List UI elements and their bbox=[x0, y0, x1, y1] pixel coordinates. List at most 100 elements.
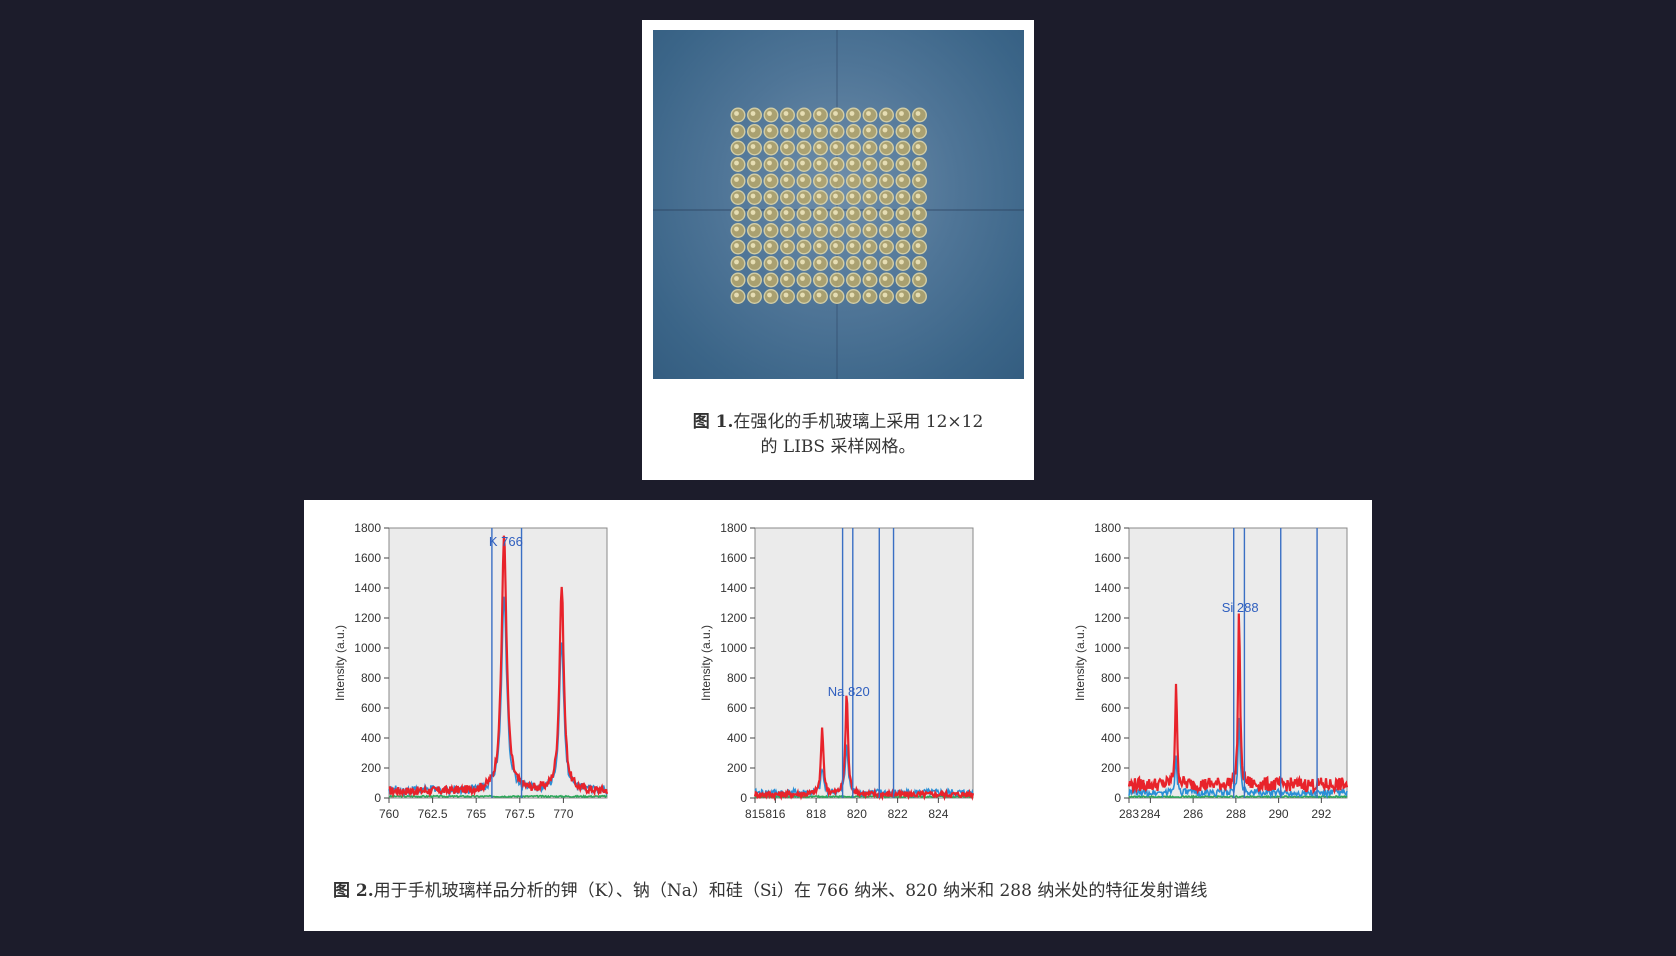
x-tick-label: 760 bbox=[379, 807, 399, 821]
series-line-red bbox=[753, 695, 975, 802]
sampling-spot-highlight bbox=[816, 226, 822, 232]
y-tick-label: 400 bbox=[727, 731, 747, 745]
sampling-spot-highlight bbox=[882, 144, 888, 149]
sampling-spot-highlight bbox=[750, 259, 756, 265]
y-tick-label: 1800 bbox=[354, 521, 381, 535]
y-tick-label: 1400 bbox=[354, 581, 381, 595]
sampling-spot-highlight bbox=[833, 177, 838, 182]
sampling-spot-highlight bbox=[866, 144, 871, 149]
y-tick-label: 1000 bbox=[1094, 641, 1121, 655]
sampling-spot-highlight bbox=[734, 127, 739, 133]
x-tick-label: 815 bbox=[745, 807, 765, 821]
sampling-spot-highlight bbox=[849, 127, 855, 133]
y-tick-label: 1400 bbox=[1094, 581, 1121, 595]
x-tick-label: 765 bbox=[466, 807, 486, 821]
x-tick-label: 818 bbox=[806, 807, 826, 821]
series-line-red bbox=[1127, 613, 1349, 795]
sampling-spot-highlight bbox=[800, 292, 805, 298]
sampling-spot-highlight bbox=[849, 292, 855, 298]
sampling-spot-highlight bbox=[833, 160, 838, 166]
sampling-spot-highlight bbox=[783, 111, 789, 116]
sampling-spot-highlight bbox=[750, 276, 756, 281]
sampling-spot-highlight bbox=[734, 226, 739, 232]
sampling-spot-highlight bbox=[783, 226, 789, 232]
peak-annotation: Si 288 bbox=[1222, 600, 1259, 615]
sampling-spot-highlight bbox=[833, 292, 838, 298]
sampling-spot-highlight bbox=[882, 160, 888, 166]
y-tick-label: 400 bbox=[1101, 731, 1121, 745]
sampling-spot-highlight bbox=[915, 243, 921, 248]
sampling-spot-highlight bbox=[849, 177, 855, 182]
sampling-spot-highlight bbox=[899, 127, 904, 133]
sampling-spot-highlight bbox=[783, 127, 789, 133]
sampling-spot-highlight bbox=[767, 144, 772, 149]
series-line-green bbox=[388, 794, 608, 799]
sampling-spot-highlight bbox=[866, 210, 871, 215]
y-axis-label: Intensity (a.u.) bbox=[699, 625, 713, 701]
sampling-spot-highlight bbox=[767, 292, 772, 298]
sampling-spot-highlight bbox=[783, 177, 789, 182]
sampling-grid-spots bbox=[730, 107, 928, 305]
y-tick-label: 1000 bbox=[720, 641, 747, 655]
sampling-spot-highlight bbox=[899, 111, 904, 116]
sampling-spot-highlight bbox=[734, 193, 739, 199]
y-tick-label: 1800 bbox=[720, 521, 747, 535]
sampling-spot-highlight bbox=[816, 193, 822, 199]
x-tick-label: 824 bbox=[928, 807, 948, 821]
sampling-spot-highlight bbox=[915, 292, 921, 298]
sampling-spot-highlight bbox=[816, 127, 822, 133]
sampling-spot-highlight bbox=[800, 226, 805, 232]
y-tick-label: 400 bbox=[361, 731, 381, 745]
y-tick-label: 1200 bbox=[354, 611, 381, 625]
sampling-spot-highlight bbox=[734, 243, 739, 248]
sampling-spot-highlight bbox=[833, 259, 838, 265]
sampling-spot-highlight bbox=[899, 210, 904, 215]
sampling-spot-highlight bbox=[816, 177, 822, 182]
sampling-spot-highlight bbox=[800, 243, 805, 248]
sampling-spot-highlight bbox=[750, 127, 756, 133]
sampling-spot-highlight bbox=[750, 243, 756, 248]
sampling-spot-highlight bbox=[866, 127, 871, 133]
sampling-spot-highlight bbox=[899, 160, 904, 166]
sampling-spot-highlight bbox=[899, 177, 904, 182]
y-tick-label: 600 bbox=[361, 701, 381, 715]
sampling-spot-highlight bbox=[833, 210, 838, 215]
sampling-spot-highlight bbox=[866, 177, 871, 182]
sampling-spot-highlight bbox=[800, 144, 805, 149]
peak-annotation: Na 820 bbox=[828, 684, 870, 699]
y-tick-label: 800 bbox=[727, 671, 747, 685]
y-tick-label: 200 bbox=[727, 761, 747, 775]
sampling-spot-highlight bbox=[750, 111, 756, 116]
sampling-spot-highlight bbox=[915, 111, 921, 116]
y-tick-label: 800 bbox=[1101, 671, 1121, 685]
sampling-spot-highlight bbox=[833, 276, 838, 281]
y-tick-label: 600 bbox=[727, 701, 747, 715]
sampling-spot-highlight bbox=[899, 193, 904, 199]
x-tick-label: 816 bbox=[765, 807, 785, 821]
sampling-spot-highlight bbox=[750, 226, 756, 232]
figure-1-caption-label: 图 1. bbox=[692, 412, 734, 432]
sampling-spot-highlight bbox=[800, 210, 805, 215]
sampling-spot-highlight bbox=[734, 160, 739, 166]
sampling-spot-highlight bbox=[767, 276, 772, 281]
sampling-spot-highlight bbox=[734, 177, 739, 182]
x-tick-label: 822 bbox=[888, 807, 908, 821]
sampling-spot-highlight bbox=[816, 243, 822, 248]
sampling-spot-highlight bbox=[750, 292, 756, 298]
sampling-spot-highlight bbox=[915, 226, 921, 232]
sampling-spot-highlight bbox=[767, 193, 772, 199]
sampling-spot-highlight bbox=[899, 292, 904, 298]
sampling-spot-highlight bbox=[734, 111, 739, 116]
y-tick-label: 0 bbox=[1114, 791, 1121, 805]
figure-2-caption-text: 用于手机玻璃样品分析的钾（K）、钠（Na）和硅（Si）在 766 纳米、820 … bbox=[373, 881, 1208, 901]
sampling-spot-highlight bbox=[866, 243, 871, 248]
sampling-spot-highlight bbox=[783, 276, 789, 281]
sampling-spot-highlight bbox=[750, 193, 756, 199]
sampling-spot-highlight bbox=[833, 111, 838, 116]
sampling-spot-highlight bbox=[783, 243, 789, 248]
spectrum-chart-potassium: 0 200 400 600 800 1000 1200 1400 1600 1800 760 762.… bbox=[333, 521, 609, 821]
sampling-spot-highlight bbox=[783, 210, 789, 215]
y-tick-label: 1400 bbox=[720, 581, 747, 595]
y-tick-label: 600 bbox=[1101, 701, 1121, 715]
sampling-spot-highlight bbox=[899, 243, 904, 248]
